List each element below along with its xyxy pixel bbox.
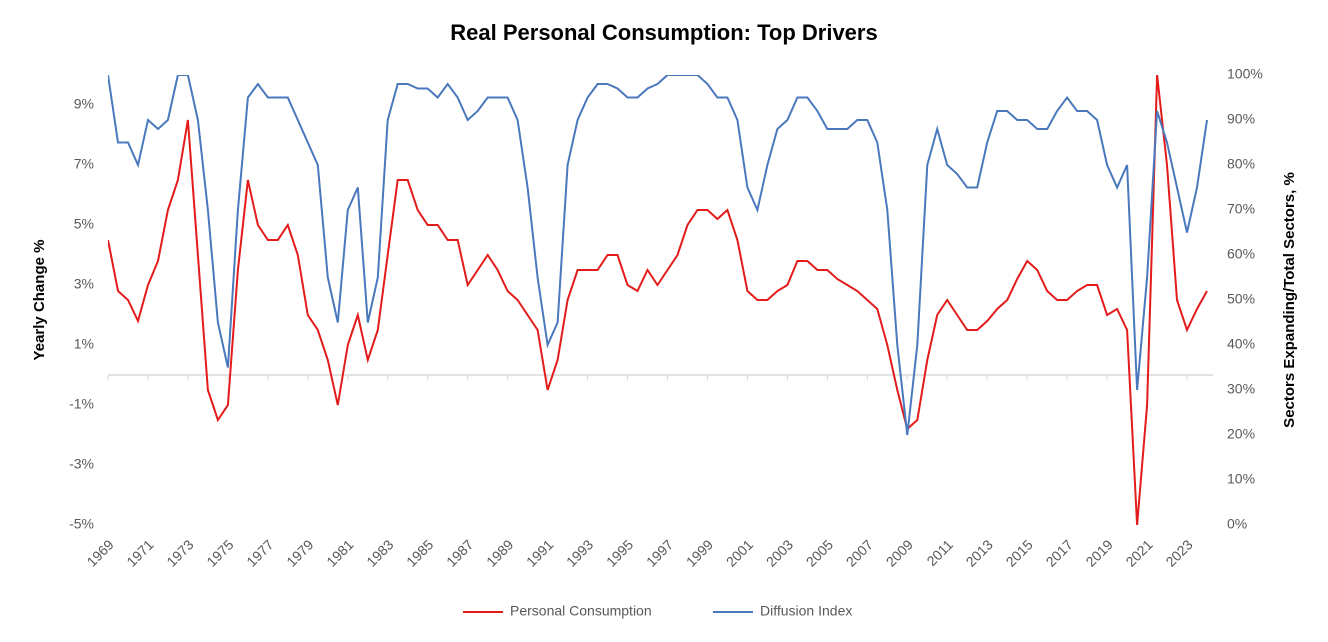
x-tick-label: 2001 [723, 536, 756, 569]
y2-tick-label: 100% [1227, 66, 1263, 82]
y-tick-label: -3% [69, 456, 94, 472]
x-tick-label: 1981 [323, 536, 356, 569]
y2-tick-label: 90% [1227, 111, 1255, 127]
x-tick-label: 2019 [1082, 536, 1115, 569]
x-tick-label: 1999 [683, 536, 716, 569]
x-tick-label: 2017 [1043, 536, 1076, 569]
x-tick-label: 1971 [123, 536, 156, 569]
x-tick-label: 2021 [1122, 536, 1155, 569]
y2-tick-label: 40% [1227, 336, 1255, 352]
y-tick-label: -1% [69, 396, 94, 412]
y2-tick-label: 10% [1227, 471, 1255, 487]
y-tick-label: 9% [74, 96, 94, 112]
x-tick-label: 2003 [763, 536, 796, 569]
x-tick-label: 1995 [603, 536, 636, 569]
y2-tick-label: 60% [1227, 246, 1255, 262]
x-tick-label: 1977 [243, 536, 276, 569]
y-axis-title: Yearly Change % [31, 240, 48, 361]
x-tick-label: 2007 [843, 536, 876, 569]
x-tick-label: 2013 [963, 536, 996, 569]
x-tick-label: 1983 [363, 536, 396, 569]
x-tick-label: 1985 [403, 536, 436, 569]
x-tick-label: 1987 [443, 536, 476, 569]
x-tick-label: 1975 [203, 536, 236, 569]
chart-title: Real Personal Consumption: Top Drivers [450, 20, 877, 45]
y2-tick-label: 70% [1227, 201, 1255, 217]
x-tick-label: 1997 [643, 536, 676, 569]
x-tick-label: 2009 [883, 536, 916, 569]
x-tick-label: 1979 [283, 536, 316, 569]
y-tick-label: 1% [74, 336, 94, 352]
y2-tick-label: 30% [1227, 381, 1255, 397]
series-line [108, 75, 1208, 436]
y-tick-label: -5% [69, 516, 94, 532]
x-tick-label: 1973 [163, 536, 196, 569]
legend-label: Diffusion Index [760, 603, 852, 619]
y-tick-label: 5% [74, 216, 94, 232]
series-line [108, 75, 1208, 525]
y2-tick-label: 0% [1227, 516, 1247, 532]
y2-axis-title: Sectors Expanding/Total Sectors, % [1281, 172, 1298, 428]
x-tick-label: 1991 [523, 536, 556, 569]
x-tick-label: 2015 [1003, 536, 1036, 569]
y2-tick-label: 20% [1227, 426, 1255, 442]
x-tick-label: 2011 [923, 536, 956, 569]
x-tick-label: 1969 [83, 536, 116, 569]
x-tick-label: 1993 [563, 536, 596, 569]
x-tick-label: 2005 [803, 536, 836, 569]
y2-tick-label: 50% [1227, 291, 1255, 307]
x-tick-label: 1989 [483, 536, 516, 569]
legend-label: Personal Consumption [510, 603, 652, 619]
y2-tick-label: 80% [1227, 156, 1255, 172]
y-tick-label: 3% [74, 276, 94, 292]
y-tick-label: 7% [74, 156, 94, 172]
x-tick-label: 2023 [1162, 536, 1195, 569]
